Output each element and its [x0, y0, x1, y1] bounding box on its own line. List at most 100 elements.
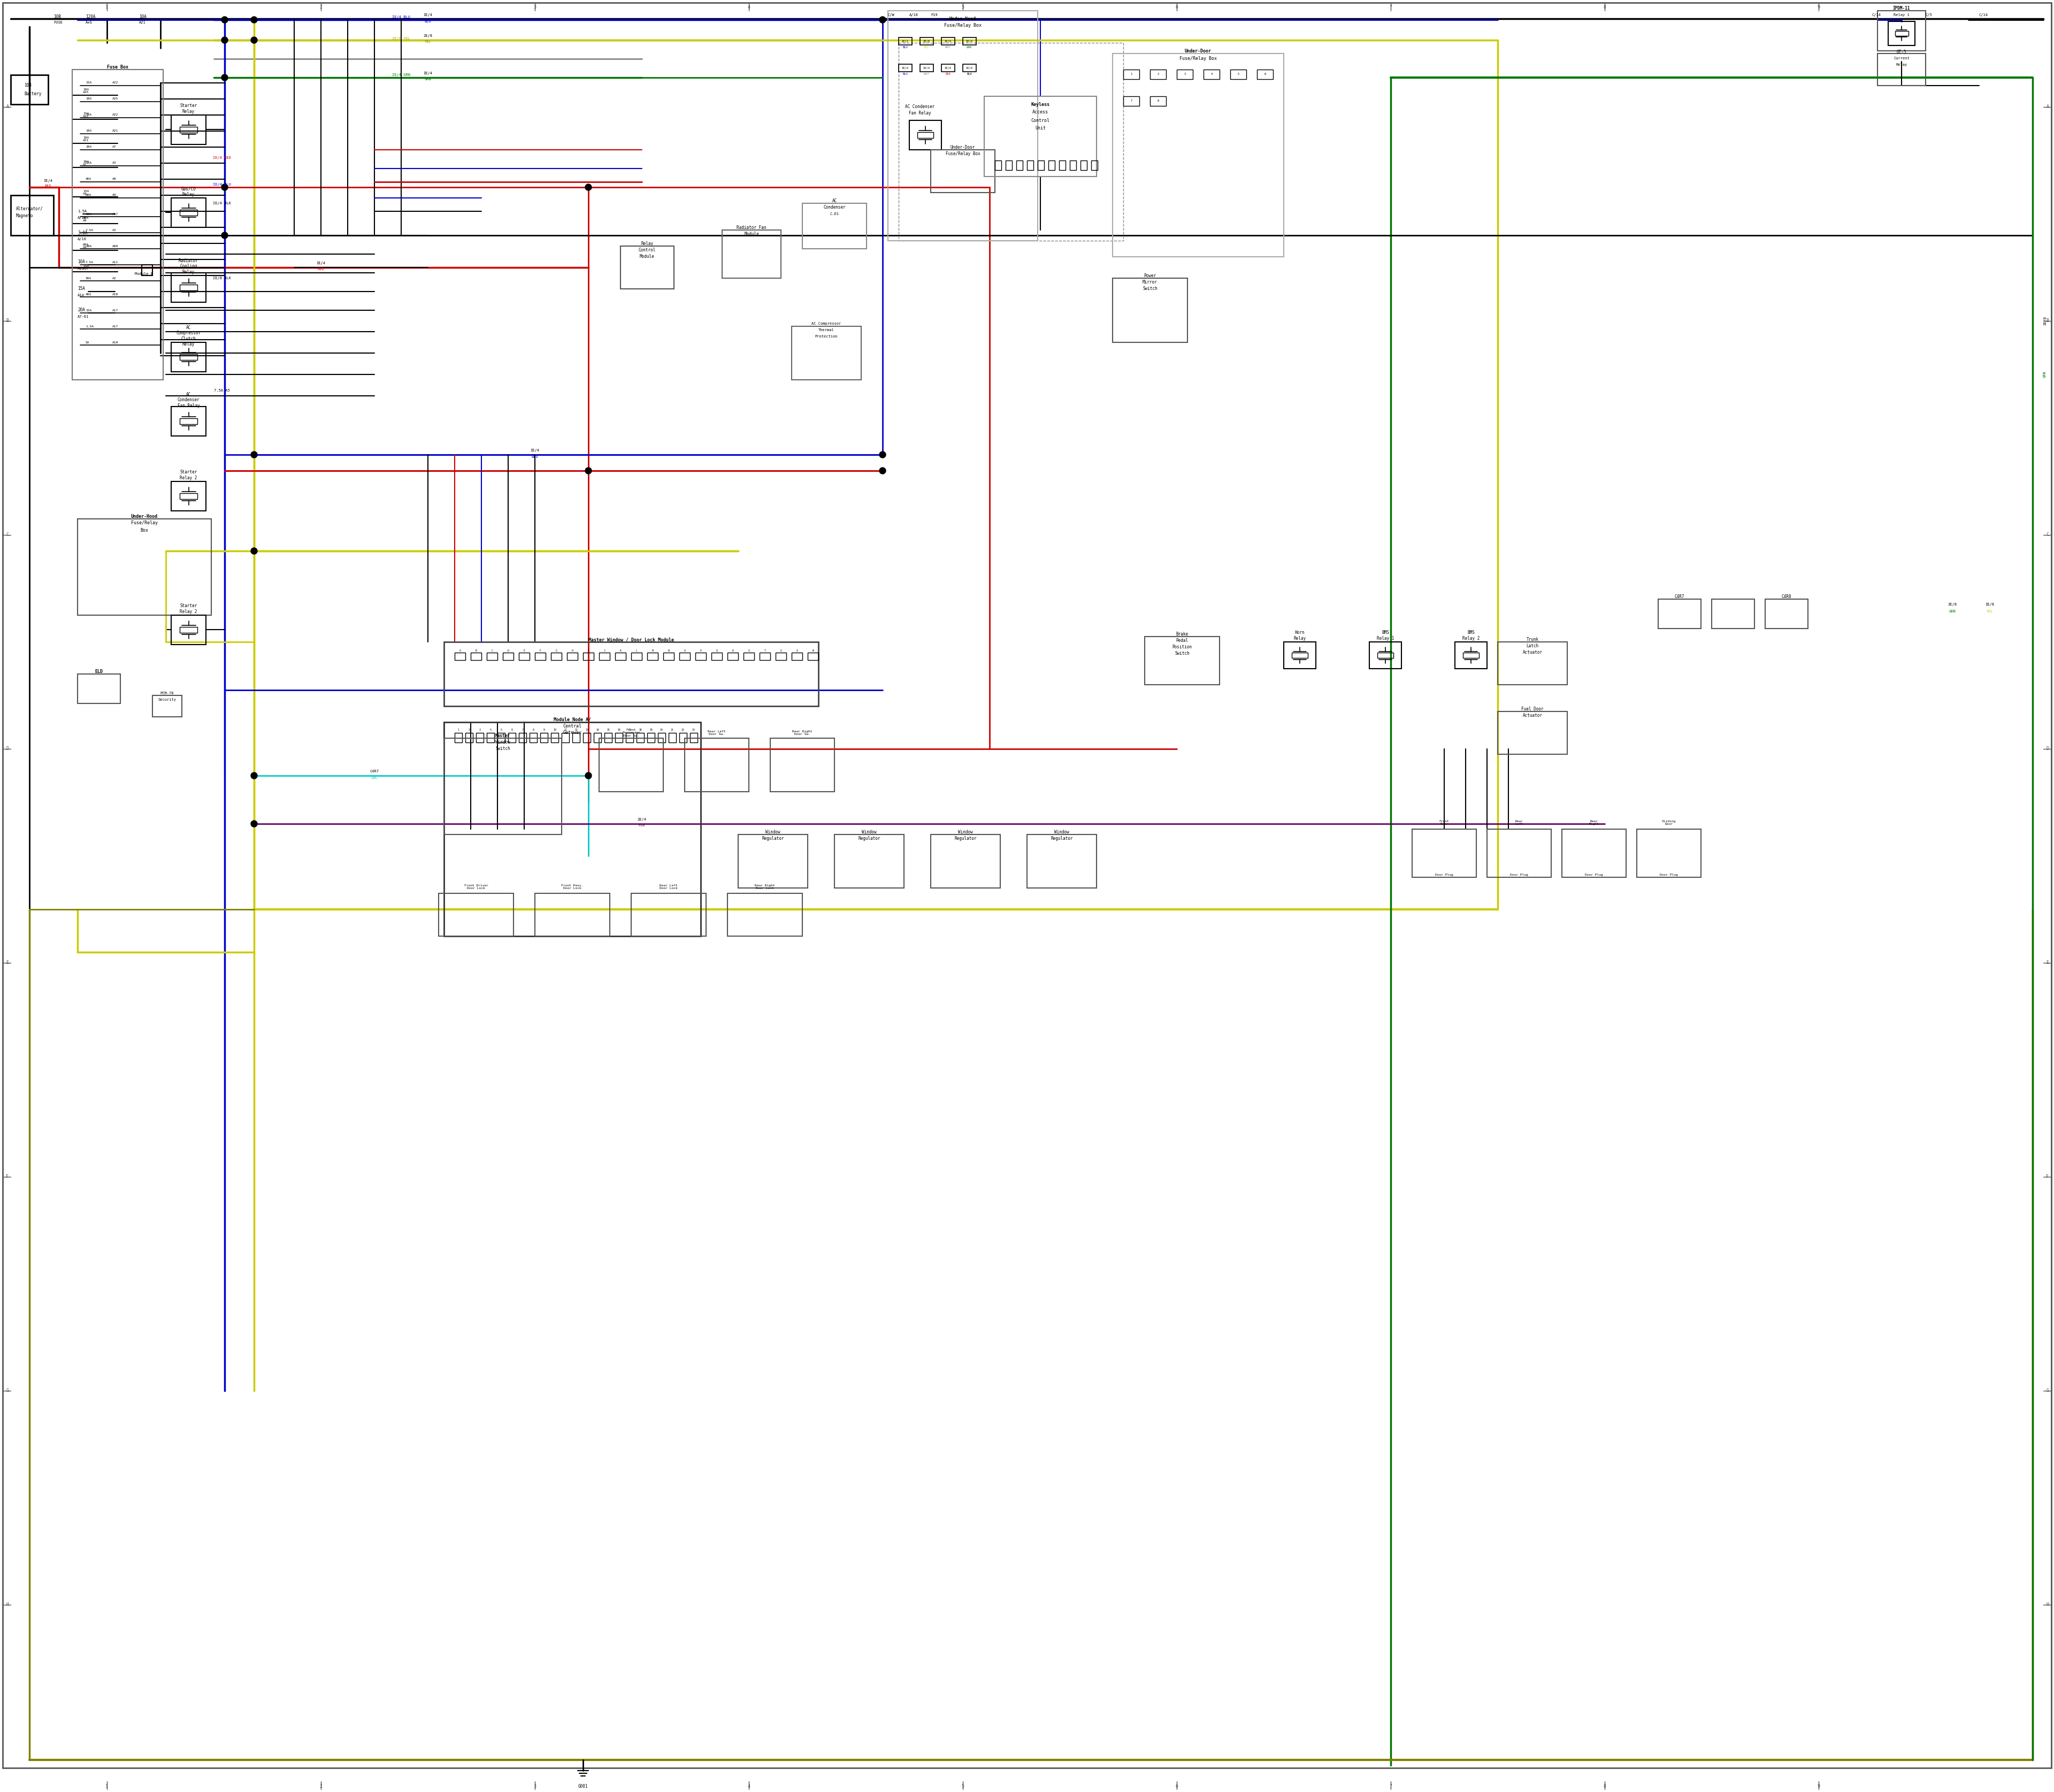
Text: 40A: 40A: [86, 292, 92, 296]
Text: Rear
Left: Rear Left: [1516, 819, 1524, 826]
Text: Security: Security: [158, 699, 177, 701]
Bar: [684, 738, 750, 792]
Text: 2: 2: [320, 1785, 322, 1788]
Text: 15: 15: [606, 728, 610, 731]
Text: A99: A99: [113, 246, 119, 247]
Text: F: F: [2046, 1174, 2050, 1179]
Bar: [1144, 636, 1220, 685]
Text: IE/8: IE/8: [1986, 602, 1994, 606]
Bar: [181, 355, 197, 360]
Text: IE/4: IE/4: [945, 66, 951, 70]
Text: 40A: 40A: [86, 177, 92, 181]
Bar: [803, 202, 867, 249]
Text: G: G: [2046, 1389, 2050, 1392]
Text: Magneto: Magneto: [16, 213, 33, 219]
Circle shape: [879, 16, 885, 23]
Bar: [791, 326, 861, 380]
Bar: [807, 652, 817, 659]
Text: IE/4 BLU: IE/4 BLU: [392, 16, 411, 18]
Text: Pedal: Pedal: [1177, 638, 1189, 643]
Text: IE/4: IE/4: [922, 66, 930, 70]
Bar: [1230, 70, 1247, 79]
Text: 1: 1: [105, 1785, 109, 1788]
Text: 12: 12: [575, 728, 577, 731]
Bar: [181, 418, 197, 425]
Text: Battery: Battery: [25, 91, 41, 97]
Text: 20A: 20A: [86, 246, 92, 247]
Bar: [78, 674, 121, 704]
Circle shape: [251, 16, 257, 23]
Text: Door Plug: Door Plug: [1586, 873, 1602, 876]
Text: 10B: 10B: [25, 82, 31, 88]
Text: A2: A2: [113, 276, 117, 280]
Text: Regulator: Regulator: [762, 837, 785, 840]
Bar: [631, 894, 707, 935]
Text: 20A: 20A: [78, 308, 84, 312]
Text: YEL: YEL: [924, 47, 928, 48]
Text: 6: 6: [1175, 1785, 1179, 1788]
Bar: [900, 38, 912, 45]
Bar: [920, 38, 933, 45]
Text: IE/4 GRN: IE/4 GRN: [392, 73, 411, 77]
Bar: [657, 733, 665, 742]
Bar: [444, 642, 817, 706]
Text: Access: Access: [1033, 109, 1048, 115]
Bar: [680, 733, 686, 742]
Text: Fuse Box: Fuse Box: [107, 65, 127, 70]
Text: A22: A22: [113, 113, 119, 116]
Text: G: G: [6, 1389, 8, 1392]
Bar: [723, 229, 781, 278]
Bar: [440, 894, 514, 935]
Circle shape: [879, 468, 885, 473]
Bar: [1497, 642, 1567, 685]
Bar: [10, 75, 47, 104]
Text: Door Plug: Door Plug: [1436, 873, 1454, 876]
Circle shape: [585, 468, 592, 473]
Text: A19: A19: [78, 267, 84, 271]
Text: D: D: [6, 747, 8, 751]
Text: 20: 20: [659, 728, 663, 731]
Bar: [963, 65, 976, 72]
Bar: [696, 652, 707, 659]
Text: WHT: WHT: [924, 72, 928, 75]
Text: 3: 3: [534, 1785, 536, 1788]
Text: GRN: GRN: [2044, 371, 2046, 378]
Bar: [583, 733, 592, 742]
Text: 60A
A4: 60A A4: [82, 244, 88, 249]
Bar: [1370, 642, 1401, 668]
Text: IE/4 BLU: IE/4 BLU: [214, 183, 230, 186]
Text: PUR: PUR: [639, 824, 645, 826]
Text: 7: 7: [1389, 1785, 1393, 1788]
Text: C/5: C/5: [1927, 13, 1933, 16]
Bar: [561, 733, 569, 742]
Bar: [600, 652, 610, 659]
Text: AC Condenser: AC Condenser: [906, 104, 935, 109]
Text: A/16: A/16: [910, 13, 918, 16]
Bar: [1711, 599, 1754, 629]
Text: Rear Left
Door Lock: Rear Left Door Lock: [659, 883, 678, 891]
Text: Rear Right
Door Sw.: Rear Right Door Sw.: [793, 729, 813, 737]
Text: 10A
A21: 10A A21: [82, 136, 88, 142]
Bar: [181, 627, 197, 633]
Text: 10A: 10A: [86, 129, 92, 133]
Text: Fuse/Relay Box: Fuse/Relay Box: [1179, 56, 1216, 61]
Text: A: A: [6, 104, 8, 109]
Text: 15A
A22: 15A A22: [82, 113, 88, 118]
Text: Rear Left
Door Sw.: Rear Left Door Sw.: [709, 729, 725, 737]
Text: Fuse/Relay: Fuse/Relay: [131, 521, 158, 525]
Text: 10A
A25: 10A A25: [82, 88, 88, 93]
Text: 7.5A A5: 7.5A A5: [214, 389, 230, 392]
Text: Switch: Switch: [1142, 287, 1158, 292]
Bar: [181, 285, 197, 290]
Text: C/14: C/14: [1871, 13, 1881, 16]
Bar: [1888, 22, 1914, 45]
Bar: [770, 738, 834, 792]
Bar: [941, 38, 955, 45]
Bar: [497, 733, 505, 742]
Bar: [470, 652, 481, 659]
Bar: [994, 161, 1002, 170]
Bar: [690, 733, 698, 742]
Bar: [142, 265, 152, 276]
Text: Front
Door: Front Door: [1440, 819, 1450, 826]
Text: IE/4: IE/4: [945, 39, 951, 43]
